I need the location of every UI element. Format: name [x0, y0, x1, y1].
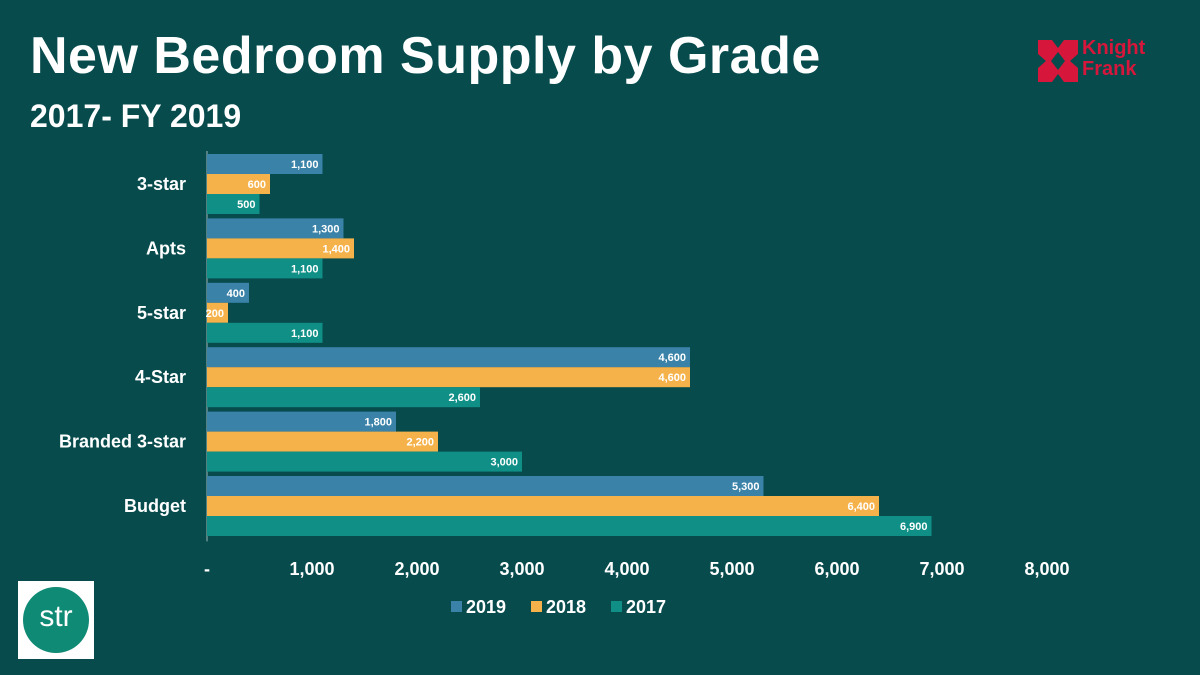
x-tick-label-1: 1,000 [289, 559, 334, 579]
data-label-2019-4: 1,800 [364, 417, 392, 429]
data-label-2017-2: 1,100 [291, 328, 319, 340]
str-logo: str [18, 581, 94, 659]
x-tick-label-6: 6,000 [814, 559, 859, 579]
knight-frank-text-1: Knight [1082, 37, 1146, 59]
bar-2019-5 [207, 476, 764, 496]
bar-2019-4 [207, 411, 396, 432]
bar-2018-5 [207, 496, 879, 516]
page-title: New Bedroom Supply by Grade [30, 27, 821, 85]
data-label-2019-2: 400 [227, 288, 245, 300]
page-subtitle: 2017- FY 2019 [30, 98, 242, 134]
bar-2017-4 [207, 451, 522, 472]
knight-frank-mark-icon [1038, 40, 1078, 82]
x-tick-label-5: 5,000 [709, 559, 754, 579]
legend-swatch-2017 [611, 601, 622, 612]
data-label-2018-5: 6,400 [847, 501, 875, 513]
bar-2018-3 [207, 367, 690, 388]
legend-label-2019: 2019 [466, 597, 506, 617]
bar-2019-0 [207, 154, 323, 174]
x-tick-label-2: 2,000 [394, 559, 439, 579]
x-tick-label-7: 7,000 [919, 559, 964, 579]
bar-2018-1 [207, 238, 354, 259]
data-label-2019-1: 1,300 [312, 223, 340, 235]
data-label-2019-3: 4,600 [658, 352, 686, 364]
legend-label-2018: 2018 [546, 597, 586, 617]
bar-2018-4 [207, 431, 438, 452]
knight-frank-text-2: Frank [1082, 58, 1137, 80]
data-label-2017-4: 3,000 [490, 457, 518, 469]
str-logo-circle: str [23, 587, 89, 653]
category-label-3-star: 3-star [137, 174, 186, 194]
category-label-4-star: 4-Star [135, 367, 186, 387]
x-tick-label-4: 4,000 [604, 559, 649, 579]
bar-2018-2 [207, 302, 228, 323]
bar-2019-3 [207, 347, 690, 368]
legend-swatch-2018 [531, 601, 542, 612]
bar-2017-5 [207, 516, 932, 536]
category-label-5-star: 5-star [137, 303, 186, 323]
x-tick-label-3: 3,000 [499, 559, 544, 579]
data-label-2018-3: 4,600 [658, 372, 686, 384]
data-label-2018-4: 2,200 [406, 437, 434, 449]
str-logo-text: str [39, 600, 73, 633]
legend-label-2017: 2017 [626, 597, 666, 617]
bar-2017-1 [207, 258, 323, 279]
data-label-2018-0: 600 [248, 179, 266, 191]
data-label-2017-1: 1,100 [291, 263, 319, 275]
bar-2018-0 [207, 174, 270, 194]
category-label-budget: Budget [124, 496, 186, 516]
bar-2019-2 [207, 282, 249, 303]
legend-swatch-2019 [451, 601, 462, 612]
data-label-2017-0: 500 [237, 199, 255, 211]
bar-2017-3 [207, 387, 480, 408]
bar-2017-0 [207, 194, 260, 214]
data-label-2018-1: 1,400 [322, 243, 350, 255]
data-label-2017-5: 6,900 [900, 521, 928, 533]
x-tick-label-0: - [204, 559, 210, 579]
knight-frank-logo: Knight Frank [1038, 38, 1168, 84]
x-tick-label-8: 8,000 [1024, 559, 1069, 579]
bar-2017-2 [207, 322, 323, 343]
data-label-2018-2: 200 [206, 308, 224, 320]
data-label-2017-3: 2,600 [448, 392, 476, 404]
data-label-2019-0: 1,100 [291, 159, 319, 171]
category-label-branded-3-star: Branded 3-star [59, 432, 186, 452]
data-label-2019-5: 5,300 [732, 481, 760, 493]
category-label-apts: Apts [146, 238, 186, 258]
bar-2019-1 [207, 218, 344, 239]
